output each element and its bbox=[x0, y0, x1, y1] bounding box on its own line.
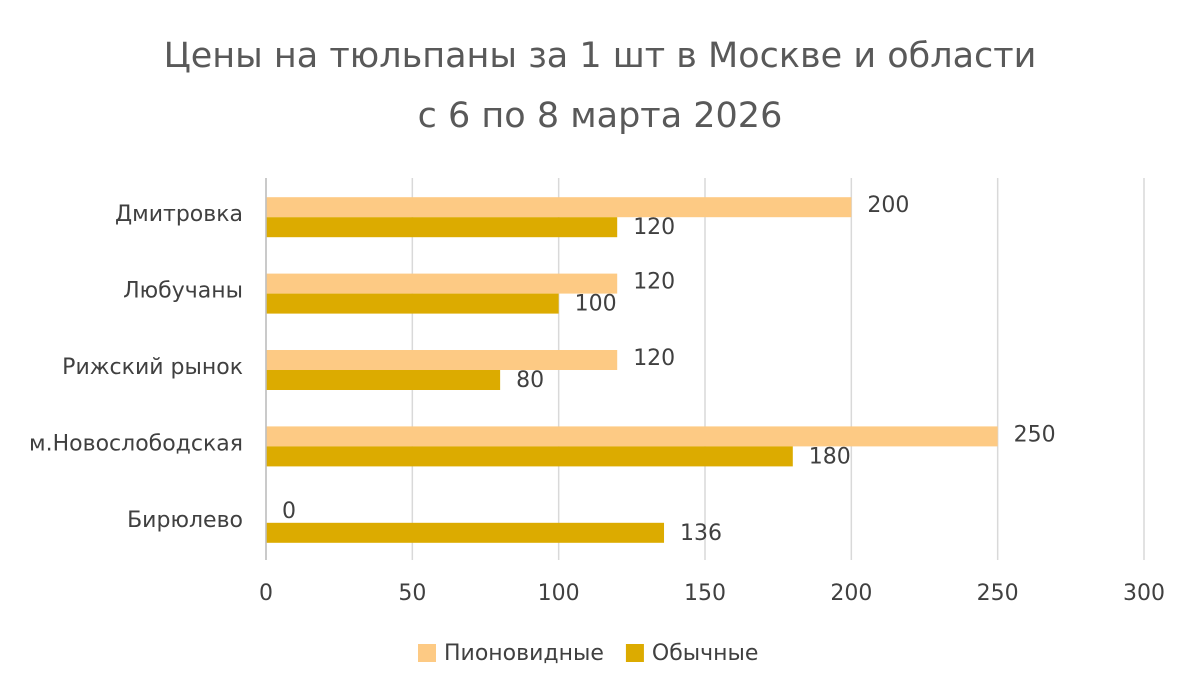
legend-swatch bbox=[418, 644, 436, 662]
data-label: 0 bbox=[282, 499, 296, 524]
y-tick-label: Бирюлево bbox=[127, 508, 243, 533]
x-tick-label: 100 bbox=[538, 581, 580, 606]
bar bbox=[266, 350, 618, 370]
data-label: 120 bbox=[633, 346, 675, 371]
data-label: 200 bbox=[867, 193, 909, 218]
data-label: 136 bbox=[680, 521, 722, 546]
legend-swatch bbox=[625, 644, 644, 662]
x-tick-label: 50 bbox=[398, 581, 426, 606]
data-label: 180 bbox=[809, 444, 851, 469]
legend-label: Пионовидные bbox=[444, 641, 604, 666]
x-tick-label: 200 bbox=[830, 581, 872, 606]
x-tick-label: 250 bbox=[977, 581, 1019, 606]
bar bbox=[266, 522, 665, 543]
bar bbox=[266, 446, 793, 467]
x-tick-label: 150 bbox=[684, 581, 726, 606]
data-label: 80 bbox=[516, 368, 544, 393]
y-tick-label: Рижский рынок bbox=[62, 355, 243, 380]
x-tick-label: 300 bbox=[1123, 581, 1165, 606]
data-label: 250 bbox=[1014, 422, 1056, 447]
bar bbox=[266, 197, 852, 218]
x-tick-label: 0 bbox=[259, 581, 273, 606]
data-label: 120 bbox=[633, 270, 675, 295]
data-label: 120 bbox=[633, 215, 675, 240]
bar bbox=[266, 273, 618, 294]
y-tick-label: м.Новослободская bbox=[29, 431, 243, 456]
y-tick-label: Любучаны bbox=[123, 279, 243, 304]
legend-label: Обычные bbox=[652, 641, 759, 666]
data-label: 100 bbox=[575, 292, 617, 317]
bar bbox=[266, 426, 998, 447]
bar bbox=[266, 370, 501, 390]
bar bbox=[266, 293, 559, 314]
y-tick-label: Дмитровка bbox=[115, 202, 243, 227]
chart-title: Цены на тюльпаны за 1 шт в Москве и обла… bbox=[163, 36, 1037, 136]
bar bbox=[266, 217, 618, 238]
